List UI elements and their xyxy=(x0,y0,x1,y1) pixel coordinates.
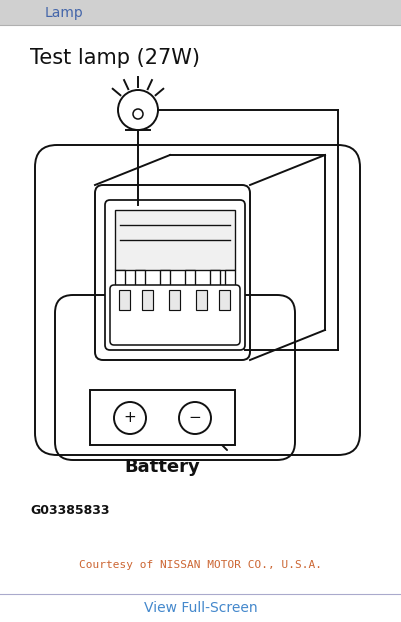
Text: Battery: Battery xyxy=(125,458,200,476)
Bar xyxy=(115,210,235,270)
FancyBboxPatch shape xyxy=(90,390,235,445)
Bar xyxy=(225,270,235,288)
Bar xyxy=(210,270,220,288)
Bar xyxy=(0,0,401,25)
Bar xyxy=(135,270,145,288)
FancyBboxPatch shape xyxy=(110,285,240,345)
Bar xyxy=(115,270,125,288)
FancyBboxPatch shape xyxy=(105,200,245,350)
Bar xyxy=(160,270,170,288)
Text: G03385833: G03385833 xyxy=(30,503,109,516)
Bar xyxy=(142,290,153,310)
Text: View Full-Screen: View Full-Screen xyxy=(144,601,257,615)
Bar xyxy=(119,290,130,310)
Text: −: − xyxy=(188,411,201,425)
Text: Courtesy of NISSAN MOTOR CO., U.S.A.: Courtesy of NISSAN MOTOR CO., U.S.A. xyxy=(79,560,322,570)
Bar xyxy=(0,594,401,622)
Text: Lamp: Lamp xyxy=(45,6,84,19)
FancyBboxPatch shape xyxy=(95,185,250,360)
Text: Test lamp (27W): Test lamp (27W) xyxy=(30,48,200,68)
Bar xyxy=(196,290,207,310)
Text: +: + xyxy=(124,411,136,425)
Bar xyxy=(185,270,195,288)
Bar xyxy=(169,290,180,310)
Bar xyxy=(219,290,230,310)
